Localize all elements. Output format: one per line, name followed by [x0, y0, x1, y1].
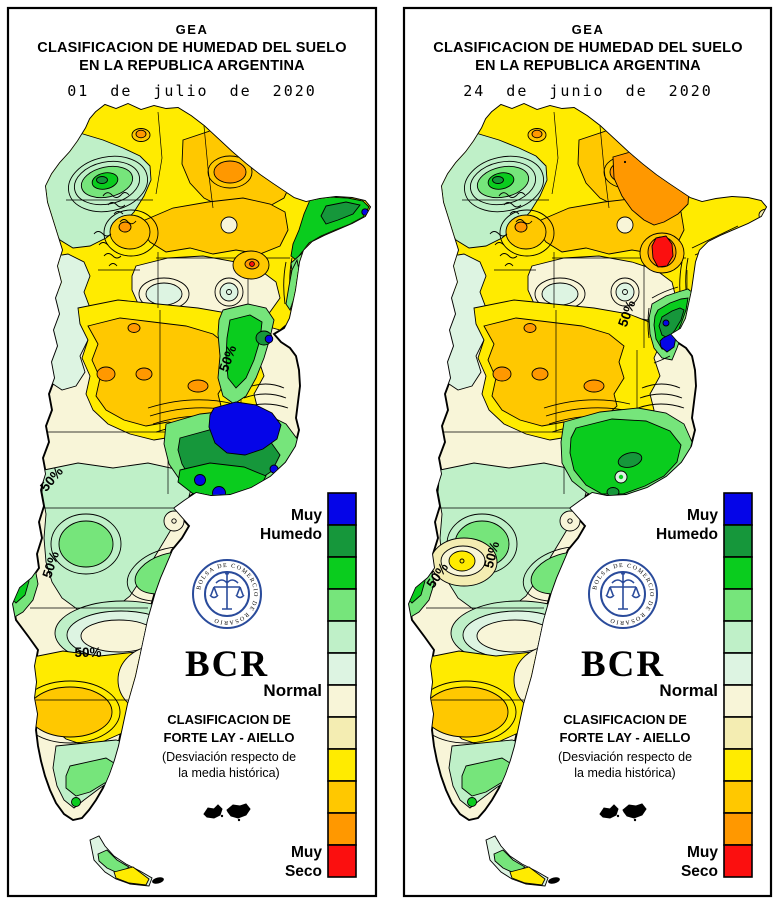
legend-label-normal: Normal: [263, 681, 322, 700]
map-date: 01 de julio de 2020: [67, 82, 317, 100]
right-map-panel: GEA CLASIFICACION DE HUMEDAD DEL SUELO E…: [402, 6, 775, 898]
scale-cell-cream: [723, 684, 753, 718]
legend-label-humedo: Humedo: [260, 526, 322, 543]
map-title-line2: EN LA REPUBLICA ARGENTINA: [475, 58, 701, 74]
color-scale-cells: [723, 492, 753, 878]
left-map-overlays: [163, 196, 370, 500]
scale-cell-very_pale_green: [723, 652, 753, 686]
scale-cell-dark_green: [723, 524, 753, 558]
scale-cell-light_green: [723, 588, 753, 622]
classification-line2: FORTE LAY - AIELLO: [164, 730, 295, 745]
right-map-overlays: [430, 150, 766, 587]
map-title-line1: CLASIFICACION DE HUMEDAD DEL SUELO: [433, 40, 742, 56]
contour-label-50pct: 50%: [74, 645, 101, 660]
scale-cell-pale_green: [327, 620, 357, 654]
bcr-logo-text: BCR: [581, 644, 665, 685]
left-map-panel: GEA CLASIFICACION DE HUMEDAD DEL SUELO E…: [6, 6, 378, 898]
classification-line4: la media histórica): [574, 766, 675, 780]
color-scale-cells: [327, 492, 357, 878]
scale-cell-orange: [327, 812, 357, 846]
scales-icon: [209, 575, 245, 610]
map-org-title: GEA: [176, 22, 209, 37]
contour-label-50pct: 50%: [481, 540, 502, 570]
scale-cell-dark_green: [327, 524, 357, 558]
seal-staff-head: [225, 571, 229, 575]
scale-cell-very_pale_green: [327, 652, 357, 686]
legend-label-muy-seco: Muy: [687, 844, 718, 861]
legend-label-muy-humedo: Muy: [291, 507, 322, 524]
classification-line3: (Desviación respecto de: [162, 750, 296, 764]
scale-cell-yellow: [723, 748, 753, 782]
legend-label-normal: Normal: [659, 681, 718, 700]
map-title-line1: CLASIFICACION DE HUMEDAD DEL SUELO: [37, 40, 346, 56]
classification-line2: FORTE LAY - AIELLO: [560, 730, 691, 745]
scale-cell-light_green: [327, 588, 357, 622]
legend-label-humedo: Humedo: [656, 526, 718, 543]
scale-cell-green: [723, 556, 753, 590]
legend-label-muy-seco: Muy: [291, 844, 322, 861]
bcr-logo-text: BCR: [185, 644, 269, 685]
scale-cell-green: [327, 556, 357, 590]
scale-cell-red: [327, 844, 357, 878]
scales-icon: [605, 575, 641, 610]
scale-cell-red: [723, 844, 753, 878]
classification-line4: la media histórica): [178, 766, 279, 780]
scale-cell-pale_green: [723, 620, 753, 654]
scale-cell-blue: [327, 492, 357, 526]
scale-cell-gold: [723, 780, 753, 814]
map-org-title: GEA: [572, 22, 605, 37]
legend-label-seco: Seco: [285, 863, 322, 880]
seal-staff-head: [621, 571, 625, 575]
classification-line1: CLASIFICACION DE: [167, 712, 291, 727]
scale-cell-gold: [327, 780, 357, 814]
scale-cell-orange: [723, 812, 753, 846]
scale-cell-blue: [723, 492, 753, 526]
legend-label-muy-humedo: Muy: [687, 507, 718, 524]
scale-cell-pale_yellow: [327, 716, 357, 750]
map-date: 24 de junio de 2020: [463, 82, 713, 100]
map-title-line2: EN LA REPUBLICA ARGENTINA: [79, 58, 305, 74]
scale-cell-pale_yellow: [723, 716, 753, 750]
classification-line3: (Desviación respecto de: [558, 750, 692, 764]
color-scale: [723, 492, 753, 878]
scale-cell-yellow: [327, 748, 357, 782]
classification-line1: CLASIFICACION DE: [563, 712, 687, 727]
color-scale: [327, 492, 357, 878]
scale-cell-cream: [327, 684, 357, 718]
legend-label-seco: Seco: [681, 863, 718, 880]
